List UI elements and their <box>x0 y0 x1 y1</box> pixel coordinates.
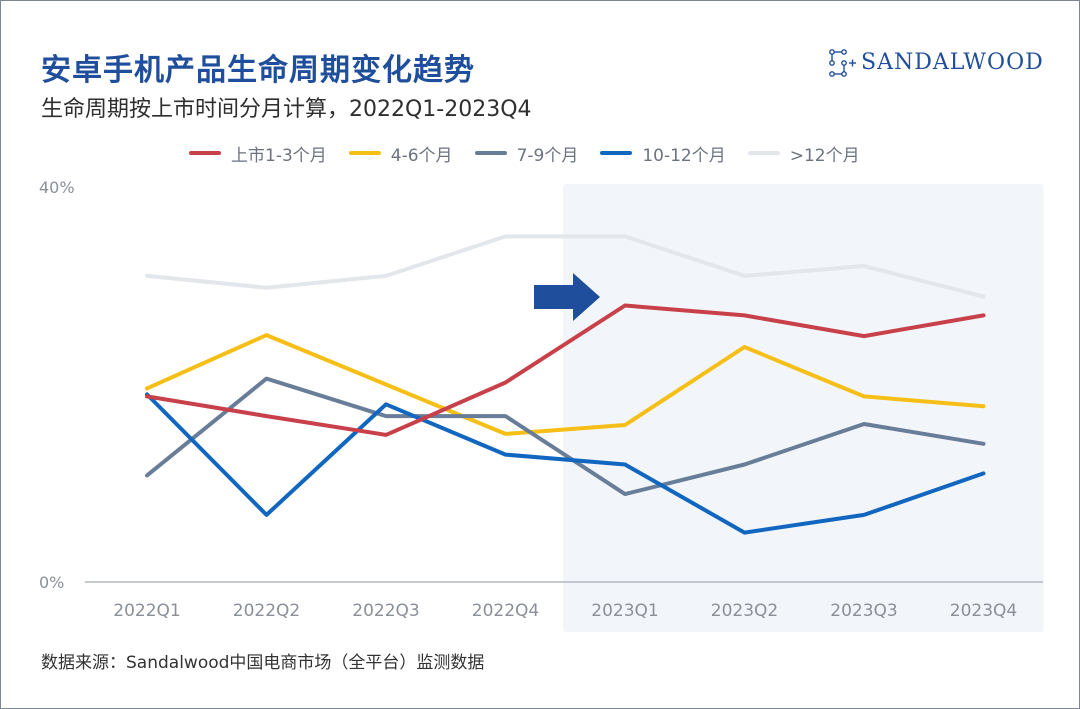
x-tick-label: 2023Q3 <box>830 601 897 621</box>
legend-swatch <box>474 151 507 155</box>
legend-label: 7-9个月 <box>516 145 579 166</box>
line-chart: 0% 40% 2022Q1 2022Q2 2022Q3 2022Q4 2023Q1 2023Q… <box>39 178 1044 632</box>
x-tick-label: 2023Q1 <box>591 601 658 621</box>
series-line-4 <box>145 392 986 535</box>
sandalwood-logo-icon <box>829 49 856 77</box>
highlight-region <box>563 184 1044 632</box>
legend-swatch <box>600 151 633 155</box>
legend-label: 4-6个月 <box>390 145 453 166</box>
x-tick-label: 2022Q1 <box>113 601 180 621</box>
series-line-2 <box>145 333 986 436</box>
series-line-1 <box>145 303 986 437</box>
x-tick-label: 2022Q4 <box>472 601 539 621</box>
y-tick-label: 40% <box>39 178 75 197</box>
y-tick-label: 0% <box>39 573 64 592</box>
series-line-5 <box>145 234 986 299</box>
brand-name: SANDALWOOD <box>861 50 1044 75</box>
legend-item: 7-9个月 <box>474 141 579 166</box>
brand-logo: SANDALWOOD <box>827 47 1043 79</box>
legend-label: 上市1-3个月 <box>231 145 327 166</box>
chart-legend: 上市1-3个月 4-6个月 7-9个月 10-12个月 >12个月 <box>189 141 860 166</box>
right-arrow-icon <box>534 273 600 321</box>
legend-item: >12个月 <box>747 141 860 166</box>
x-tick-label: 2022Q3 <box>352 601 419 621</box>
chart-title: 安卓手机产品生命周期变化趋势 <box>41 53 475 88</box>
x-tick-label: 2023Q4 <box>950 601 1017 621</box>
legend-label: >12个月 <box>789 145 860 166</box>
legend-swatch <box>189 151 221 155</box>
data-source-note: 数据来源：Sandalwood中国电商市场（全平台）监测数据 <box>41 653 485 673</box>
legend-swatch <box>348 151 381 155</box>
legend-item: 上市1-3个月 <box>189 141 327 166</box>
x-tick-label: 2022Q2 <box>233 601 300 621</box>
x-tick-label: 2023Q2 <box>711 601 778 621</box>
legend-item: 4-6个月 <box>348 141 453 166</box>
chart-subtitle: 生命周期按上市时间分月计算，2022Q1-2023Q4 <box>41 97 532 122</box>
legend-label: 10-12个月 <box>642 145 726 166</box>
legend-item: 10-12个月 <box>600 141 726 166</box>
legend-swatch <box>747 151 780 155</box>
series-line-3 <box>145 376 986 497</box>
